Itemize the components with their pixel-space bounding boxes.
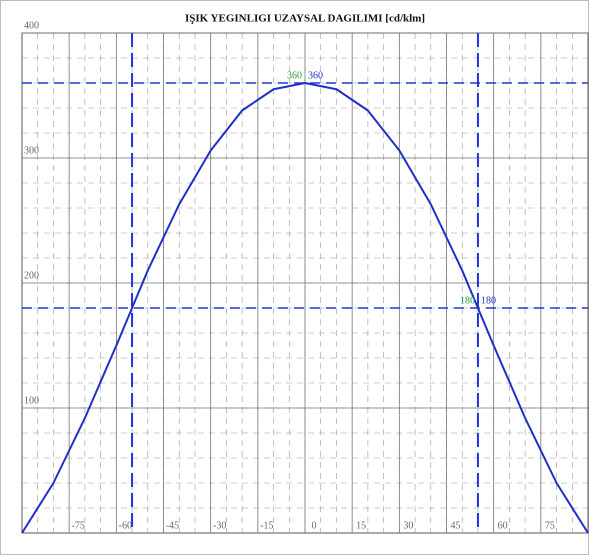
- y-tick-label: 300: [24, 145, 39, 156]
- annotation: 360: [308, 70, 323, 81]
- x-tick-label: 60: [498, 520, 508, 531]
- y-tick-label: 400: [24, 20, 39, 31]
- y-tick-label: 200: [24, 270, 39, 281]
- annotation: 180: [481, 295, 496, 306]
- annotation: 180: [460, 295, 475, 306]
- y-tick-label: 100: [24, 395, 39, 406]
- curve: [21, 82, 589, 534]
- x-tick-label: -15: [260, 520, 273, 531]
- x-tick-label: -75: [71, 520, 84, 531]
- chart-title: IŞIK YEGINLIGI UZAYSAL DAGILIMI [cd/klm]: [185, 13, 425, 25]
- x-tick-label: -60: [119, 520, 132, 531]
- x-tick-label: 30: [403, 520, 413, 531]
- x-tick-label: 15: [356, 520, 366, 531]
- x-tick-label: -45: [166, 520, 179, 531]
- annotation: 360: [287, 70, 302, 81]
- x-tick-label: -30: [213, 520, 226, 531]
- x-tick-label: 0: [312, 520, 317, 531]
- x-tick-label: 45: [451, 520, 461, 531]
- x-tick-label: 75: [545, 520, 555, 531]
